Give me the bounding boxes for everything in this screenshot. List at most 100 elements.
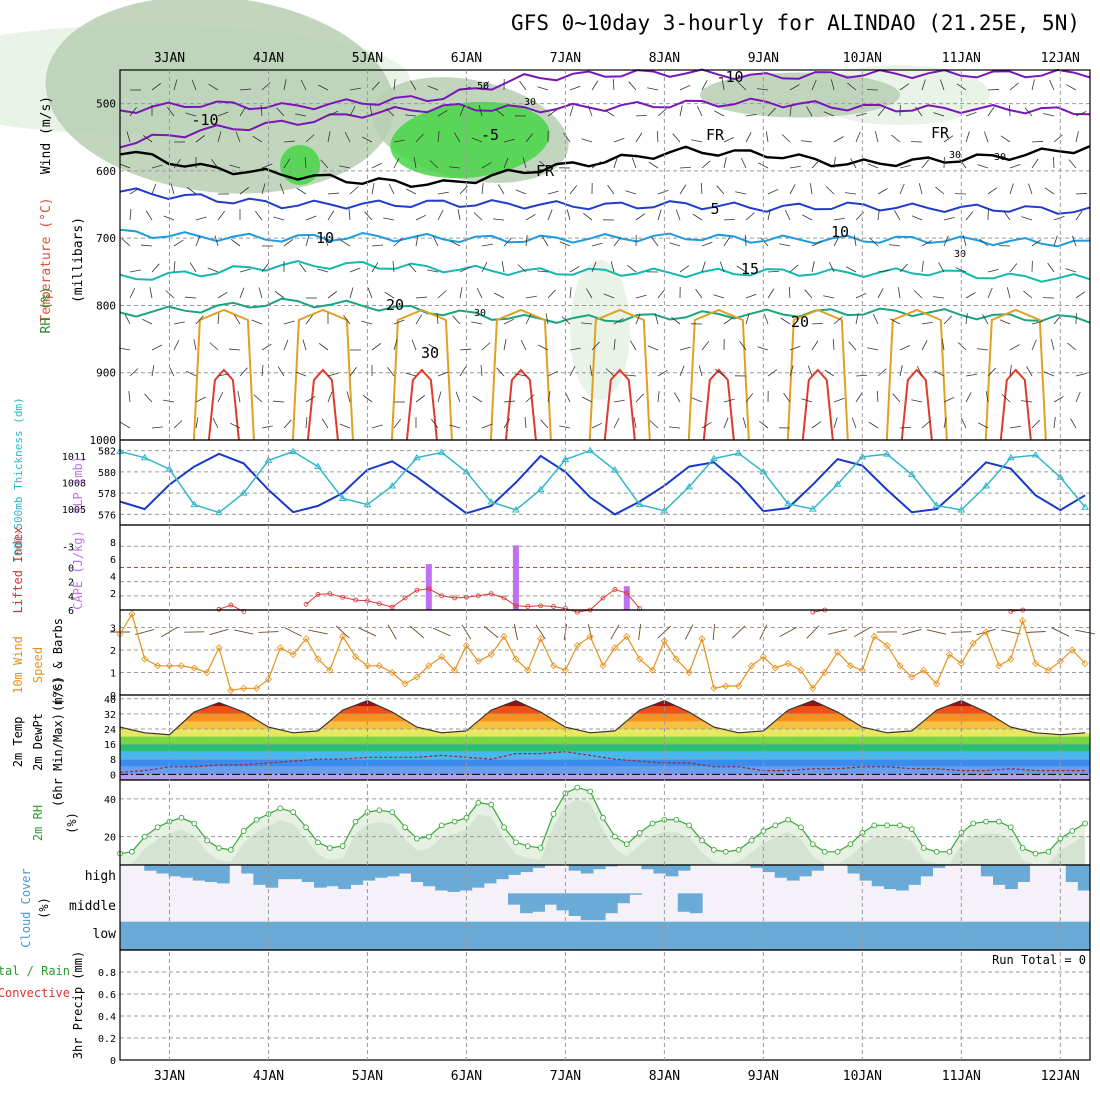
rh-shade-6 [570,260,630,400]
cape-bar-2 [623,586,630,610]
upper-barb [589,365,593,377]
thickness-line [119,452,1086,516]
upper-barb [261,343,272,351]
cloud-cell-high [653,865,667,874]
rh-point [475,799,482,806]
slp-point [586,446,595,454]
cloud-cell-low [374,921,388,950]
wind-point [586,632,594,641]
upper-barb [346,391,351,403]
cloud-cell-low [447,921,461,950]
cloud-cell-low [641,921,655,950]
upper-barb [217,291,228,299]
label-precip-a: Total / Rain [0,964,70,978]
temp-band-2 [120,759,1090,767]
wind-point [636,655,644,663]
warm-loop-8-0 [687,308,750,441]
upper-barb [481,183,484,195]
rh-point [550,811,557,817]
cloud-cell-low [532,921,545,950]
slp-tick-1008: 1008 [62,479,86,490]
wind-point [512,655,520,663]
upper-barb [142,135,153,143]
cloud-cell-middle [568,893,582,916]
li-tick-6: 6 [68,606,74,617]
label-upper-wind: Wind (m/s) [39,96,54,174]
upper-barb [383,217,395,221]
cloud-cell-high [180,865,194,878]
upper-barb [767,270,780,273]
warm-loop-11-1 [999,368,1032,441]
upper-barb [745,313,750,325]
label-wind-a: 10m Wind [11,636,25,694]
isotherm-FR [119,144,1091,189]
upper-barb [789,365,794,377]
cloud-cell-low [859,921,873,950]
wind-point [314,655,322,663]
isotherm-label: FR [536,162,555,180]
warm-loop-9-0 [786,308,849,441]
upper-barb [692,213,703,221]
rh-point [772,822,779,829]
wind-barb [432,627,451,637]
upper-barb [965,313,968,325]
upper-barb [371,162,383,169]
rh-point [141,833,148,840]
upper-barb [361,320,373,325]
cloud-cell-low [156,921,170,950]
date-bottom-12JAN: 12JAN [1041,1069,1080,1084]
cloud-cell-middle [580,893,594,921]
cloud-cell-low [204,921,218,950]
chart-title: GFS 0~10day 3-hourly for ALINDAO (21.25E… [511,11,1080,35]
slp-point [413,453,421,461]
upper-barb [547,370,559,377]
lifted-point [315,592,321,597]
upper-barb [1001,394,1011,403]
cloud-cell-low [993,921,1006,950]
upper-barb [393,238,403,247]
upper-barb [823,295,835,299]
upper-barb [934,370,945,377]
upper-barb [547,391,551,403]
upper-barb [723,157,727,169]
upper-barb [651,236,659,247]
time-gridlines [168,70,1061,1060]
upper-barb [1031,320,1043,325]
upper-barb [714,110,725,117]
upper-barb [874,131,879,143]
temp-band-4 [120,744,1090,752]
upper-barb [877,368,887,377]
upper-barb [163,399,175,403]
cloud-cell-low [132,921,145,950]
upper-barb [921,159,930,169]
upper-barb [605,368,615,377]
upper-barb [627,264,637,273]
upper-barb [830,79,835,91]
cloud-cell-high [1005,865,1018,890]
upper-barb [806,106,813,117]
wind-point [1044,666,1052,674]
upper-barb [459,266,471,273]
upper-barb [393,319,405,325]
upper-barb [591,422,603,429]
rh-point [277,805,284,812]
lifted-line-1 [305,588,640,613]
upper-barb [832,338,835,351]
wind-point [883,641,891,650]
thick-frame [119,439,1091,526]
rh-point [798,824,804,831]
upper-barb [867,163,879,169]
thickness-slp-panel: 576 578 580 582 1005 1008 1011 [62,439,1091,526]
upper-barb [260,105,263,117]
date-bottom-4JAN: 4JAN [253,1069,284,1084]
upper-barb [1031,158,1039,169]
upper-barb [960,417,967,429]
wind-point [141,655,149,663]
run-total: Run Total = 0 [992,953,1086,967]
li-tick-2: 2 [68,578,74,589]
upper-barb [719,261,725,273]
upper-barb [349,267,361,273]
upper-barb [327,110,339,117]
upper-barb [613,418,620,429]
upper-tick-600: 600 [96,165,116,178]
